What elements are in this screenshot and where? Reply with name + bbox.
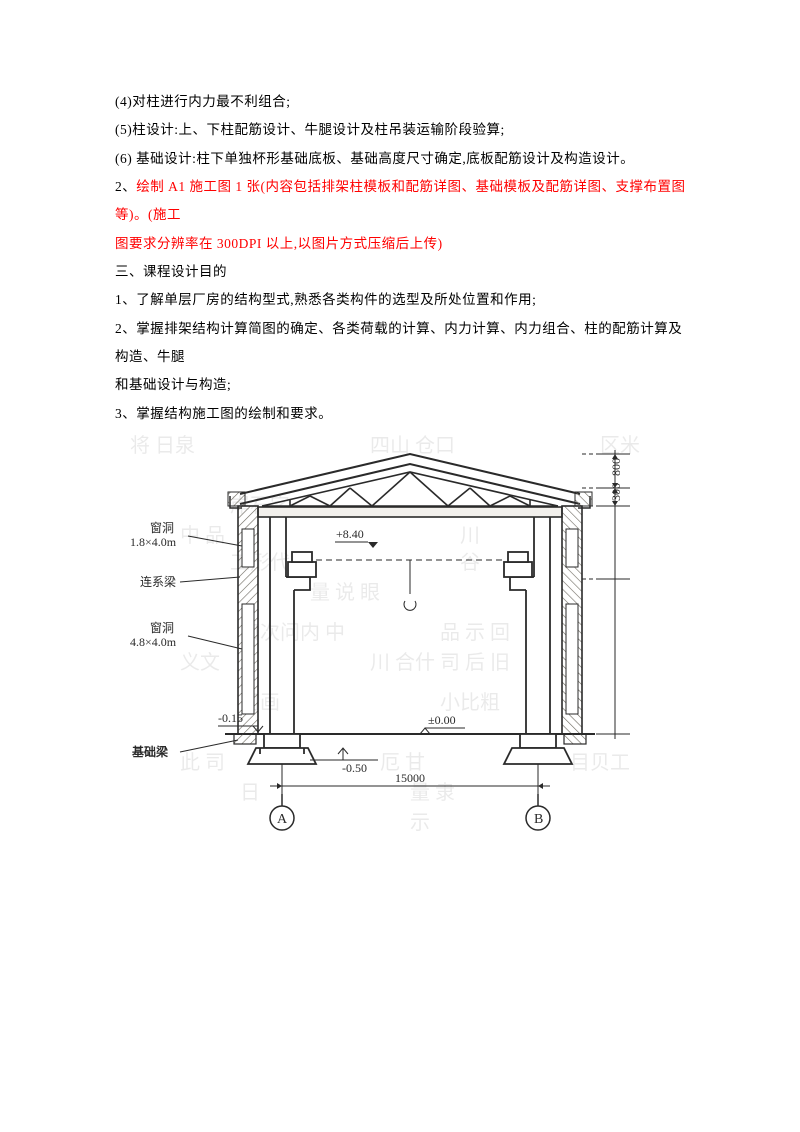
- svg-text:谷: 谷: [460, 551, 480, 574]
- para-4: (4)对柱进行内力最不利组合;: [115, 88, 695, 116]
- svg-text:目贝工: 目贝工: [570, 752, 630, 774]
- svg-text:品 示 回: 品 示 回: [440, 622, 510, 644]
- svg-text:义文: 义文: [180, 651, 220, 674]
- svg-text:此 司: 此 司: [180, 751, 225, 774]
- para-3-2b: 和基础设计与构造;: [115, 371, 695, 399]
- para-3-3: 3、掌握结构施工图的绘制和要求。: [115, 400, 695, 428]
- svg-text:川 合什 司 后 旧: 川 合什 司 后 旧: [370, 651, 510, 674]
- dim-800: 800: [609, 458, 623, 476]
- svg-text:川: 川: [460, 525, 480, 547]
- svg-text:中 品: 中 品: [180, 524, 225, 547]
- para-3-2a: 2、掌握排架结构计算简图的确定、各类荷载的计算、内力计算、内力组合、柱的配筋计算…: [115, 315, 695, 372]
- structural-section-figure: 将 日泉四山 仓口区米 岸石字 中 品川 工形代师谷 量 说 眼 曰次问内 中品…: [110, 434, 695, 854]
- grid-a: A: [277, 812, 288, 827]
- label-tie-beam: 连系梁: [140, 574, 176, 589]
- label-window-lower-size: 4.8×4.0m: [130, 635, 177, 649]
- span-dim: 15000: [395, 771, 425, 785]
- label-foundation-beam: 基础梁: [131, 744, 168, 759]
- elev-840: +8.40: [336, 527, 364, 541]
- svg-text:示: 示: [410, 812, 430, 834]
- para-5: (5)柱设计:上、下柱配筋设计、牛腿设计及柱吊装运输阶段验算;: [115, 116, 695, 144]
- svg-text:日: 日: [240, 782, 260, 804]
- para-3-1: 1、了解单层厂房的结构型式,熟悉各类构件的选型及所处位置和作用;: [115, 286, 695, 314]
- para-6: (6) 基础设计:柱下单独杯形基础底板、基础高度尺寸确定,底板配筋设计及构造设计…: [115, 145, 695, 173]
- svg-text:将 日泉: 将 日泉: [130, 434, 195, 457]
- elev-000: ±0.00: [428, 713, 456, 727]
- svg-text:小比粗: 小比粗: [440, 691, 500, 714]
- dim-300: 300: [609, 483, 623, 501]
- svg-text:四山 仓口: 四山 仓口: [370, 434, 455, 457]
- grid-b: B: [534, 812, 543, 827]
- elev-050: -0.50: [342, 761, 367, 775]
- elev-015: -0.15: [218, 711, 243, 725]
- label-window-upper: 窗洞: [150, 521, 174, 535]
- svg-text:量 说 眼: 量 说 眼: [310, 581, 380, 604]
- para-red-1: 2、绘制 A1 施工图 1 张(内容包括排架柱模板和配筋详图、基础模板及配筋详图…: [115, 173, 695, 230]
- section-3-title: 三、课程设计目的: [115, 258, 695, 286]
- label-window-lower: 窗洞: [150, 621, 174, 635]
- para-red-2: 图要求分辨率在 300DPI 以上,以图片方式压缩后上传): [115, 230, 695, 258]
- label-window-upper-size: 1.8×4.0m: [130, 535, 177, 549]
